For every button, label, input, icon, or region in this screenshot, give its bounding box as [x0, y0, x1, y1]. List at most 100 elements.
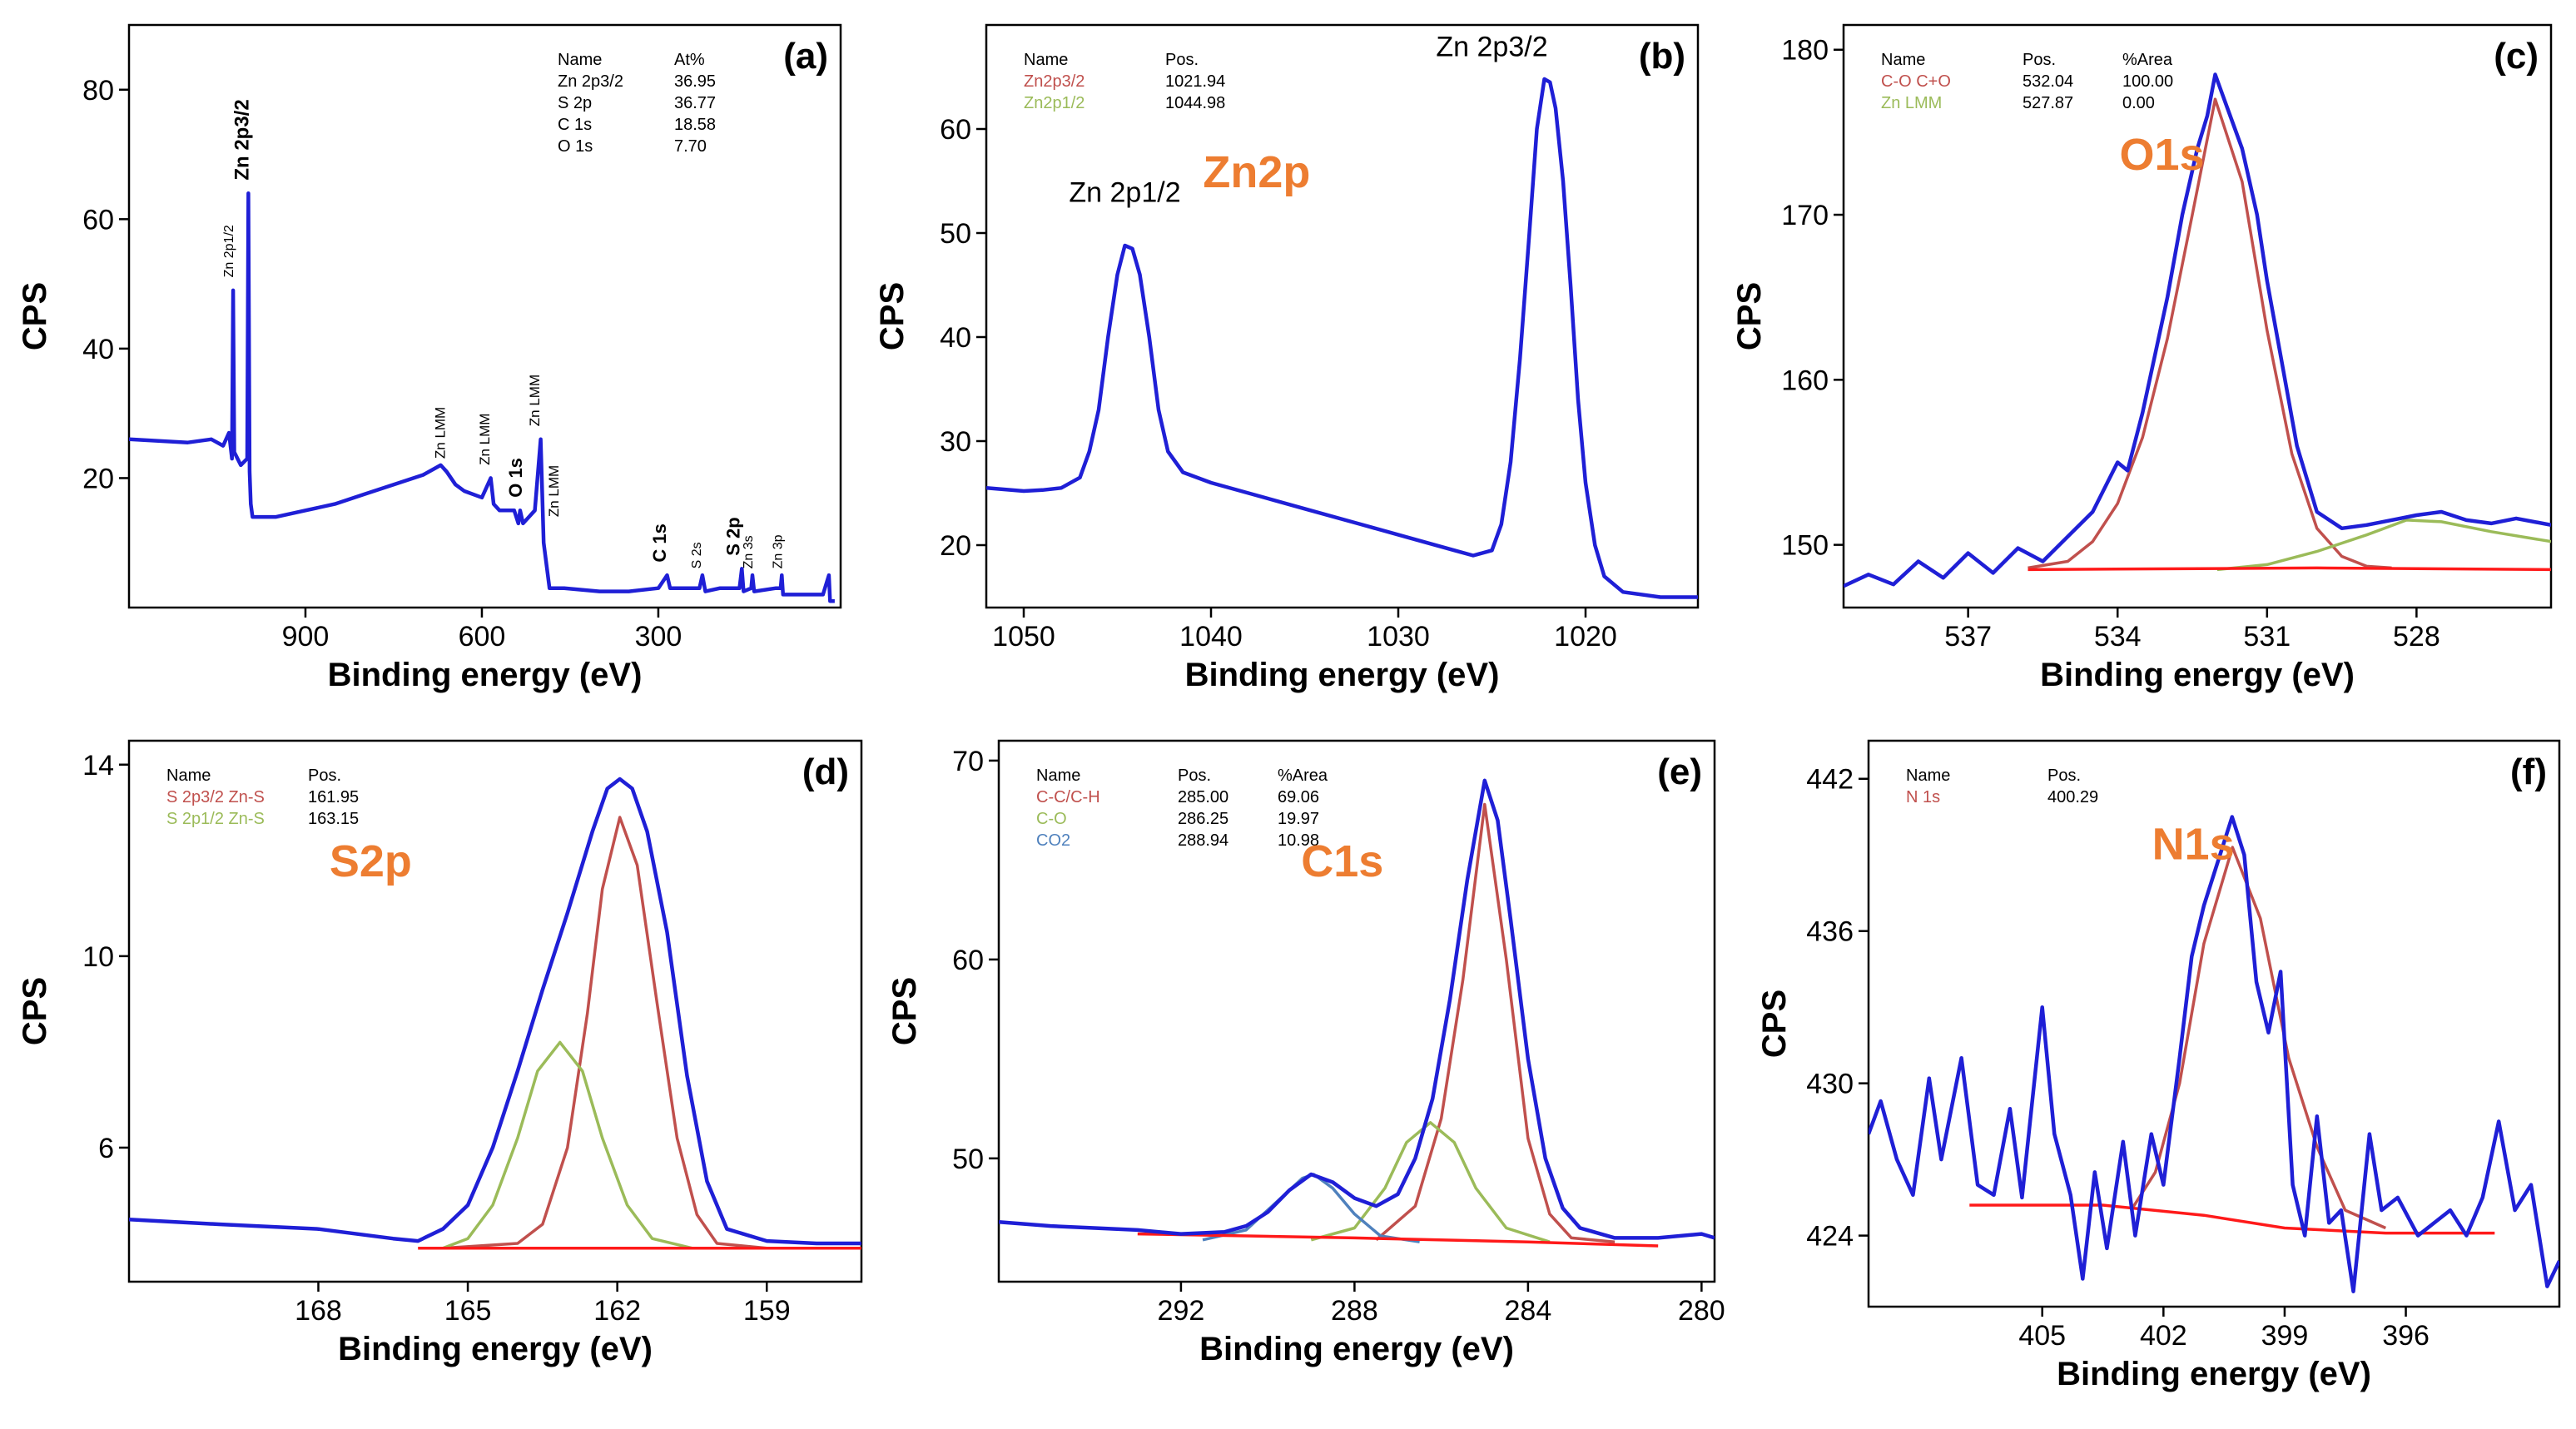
- x-tick-label: 292: [1158, 1295, 1205, 1327]
- y-tick-label: 60: [82, 204, 114, 236]
- x-tick-label: 280: [1678, 1295, 1725, 1327]
- x-tick-label: 1020: [1554, 621, 1617, 652]
- y-tick-label: 60: [952, 945, 984, 976]
- legend-cell: 0.00: [2122, 94, 2155, 112]
- legend-cell: C-C/C-H: [1036, 788, 1100, 806]
- legend-cell: 163.15: [308, 810, 359, 828]
- x-tick-label: 900: [282, 621, 330, 652]
- x-axis-label: Binding energy (eV): [338, 1331, 653, 1367]
- y-axis-label: CPS: [1756, 990, 1793, 1058]
- legend-cell: Zn2p3/2: [1024, 72, 1085, 91]
- y-tick-label: 430: [1806, 1069, 1854, 1100]
- x-tick-label: 399: [2261, 1320, 2309, 1352]
- y-axis-label: CPS: [17, 282, 53, 350]
- y-tick-label: 424: [1806, 1221, 1854, 1253]
- series-s-2p3-2-zn-s: [442, 816, 767, 1250]
- legend-cell: 288.94: [1178, 831, 1228, 850]
- legend-header: Name: [558, 51, 602, 69]
- legend-header: Name: [1024, 51, 1068, 69]
- legend-cell: 400.29: [2047, 788, 2098, 806]
- y-tick-label: 6: [98, 1133, 114, 1164]
- series-background: [2028, 566, 2551, 572]
- legend-header: Pos.: [1165, 51, 1199, 69]
- legend-cell: 1021.94: [1165, 72, 1225, 91]
- legend-cell: 18.58: [674, 116, 716, 134]
- legend-header: %Area: [2122, 51, 2173, 69]
- legend-cell: 161.95: [308, 788, 359, 806]
- y-tick-label: 80: [82, 75, 114, 107]
- y-tick-label: 20: [82, 463, 114, 494]
- y-tick-label: 160: [1781, 365, 1829, 396]
- panel-label: (a): [783, 36, 828, 77]
- panel-b: 1050 1040 1030 1020 20 30 40 50 60 Binding energy…: [874, 23, 1700, 693]
- peak-annotation: Zn LMM: [477, 414, 493, 465]
- y-tick-label: 442: [1806, 764, 1854, 796]
- legend-cell: 36.77: [674, 94, 716, 112]
- plot-frame: [127, 739, 863, 1283]
- series-zn-lmm: [2216, 519, 2551, 572]
- series-raw: [1844, 72, 2551, 588]
- panel-e: 292 288 284 280 50 60 70 Binding energy (eV) CPS…: [886, 739, 1725, 1367]
- peak-annotation: Zn LMM: [527, 375, 543, 426]
- legend-cell: S 2p1/2 Zn-S: [166, 810, 265, 828]
- panel-label: (c): [2494, 36, 2539, 77]
- y-tick-label: 10: [82, 941, 114, 973]
- x-tick-label: 396: [2382, 1320, 2430, 1352]
- legend-cell: 532.04: [2023, 72, 2073, 91]
- y-tick-label: 180: [1781, 35, 1829, 67]
- x-tick-label: 1050: [992, 621, 1055, 652]
- peak-annotation: Zn 3p: [771, 534, 785, 568]
- x-tick-label: 534: [2094, 621, 2142, 652]
- legend-cell: C 1s: [558, 116, 592, 134]
- plot-frame: [997, 739, 1716, 1283]
- legend-cell: 19.97: [1278, 810, 1319, 828]
- legend-cell: 285.00: [1178, 788, 1228, 806]
- series-n-1s: [2130, 846, 2387, 1230]
- panel-a: 900 600 300 20 40 60 80 Binding energy (eV) CPS (…: [17, 23, 842, 693]
- legend-cell: S 2p3/2 Zn-S: [166, 788, 265, 806]
- peak-annotation: S 2s: [690, 542, 704, 568]
- legend-table: Name Pos. %Area C-C/C-H 285.00 69.06 C-O 286.25…: [1036, 767, 1328, 850]
- legend-header: Pos.: [308, 767, 341, 785]
- peak-annotation: Zn LMM: [546, 465, 562, 517]
- panel-title: S2p: [330, 836, 412, 886]
- y-tick-label: 170: [1781, 200, 1829, 231]
- peak-annotation: Zn 3s: [742, 535, 756, 568]
- x-tick-label: 165: [444, 1295, 492, 1327]
- y-tick-label: 14: [82, 750, 114, 781]
- series-zn2p: [986, 77, 1698, 599]
- panel-title: C1s: [1301, 836, 1383, 886]
- plot-frame: [1842, 23, 2553, 609]
- panel-c: 537 534 531 528 150 160 170 180 Binding energy (…: [1731, 23, 2553, 693]
- legend-header: Pos.: [1178, 767, 1211, 785]
- legend-cell: CO2: [1036, 831, 1070, 850]
- panel-title: Zn2p: [1203, 147, 1310, 197]
- series-c-c-c-h: [1375, 802, 1616, 1243]
- legend-cell: C-O C+O: [1881, 72, 1951, 91]
- legend-cell: C-O: [1036, 810, 1067, 828]
- series-s-2p1-2-zn-s: [442, 1040, 692, 1250]
- legend-table: Name Pos. S 2p3/2 Zn-S 161.95 S 2p1/2 Zn-S 16…: [166, 767, 359, 828]
- panel-label: (f): [2510, 752, 2547, 792]
- y-tick-label: 70: [952, 746, 984, 777]
- x-tick-label: 168: [295, 1295, 342, 1327]
- panel-f: 405 402 399 396 424 430 436 442 Binding energy (…: [1756, 739, 2561, 1392]
- x-axis-label: Binding energy (eV): [1185, 657, 1500, 693]
- legend-header: Name: [1881, 51, 1925, 69]
- legend-table: Name Pos. N 1s 400.29: [1906, 767, 2098, 806]
- peak-annotation: Zn LMM: [432, 407, 448, 459]
- plot-frame: [127, 23, 842, 609]
- plot-frame: [985, 23, 1700, 609]
- series-raw: [129, 777, 861, 1246]
- peak-annotation: Zn 2p1/2: [222, 225, 236, 277]
- legend-cell: S 2p: [558, 94, 592, 112]
- series-survey: [129, 191, 835, 603]
- series-c-o: [1310, 1121, 1551, 1243]
- legend-header: %Area: [1278, 767, 1328, 785]
- series-raw: [999, 778, 1715, 1240]
- peak-annotation: C 1s: [649, 523, 670, 562]
- legend-cell: Zn2p1/2: [1024, 94, 1085, 112]
- panel-label: (d): [802, 752, 849, 792]
- legend-cell: 10.98: [1278, 831, 1319, 850]
